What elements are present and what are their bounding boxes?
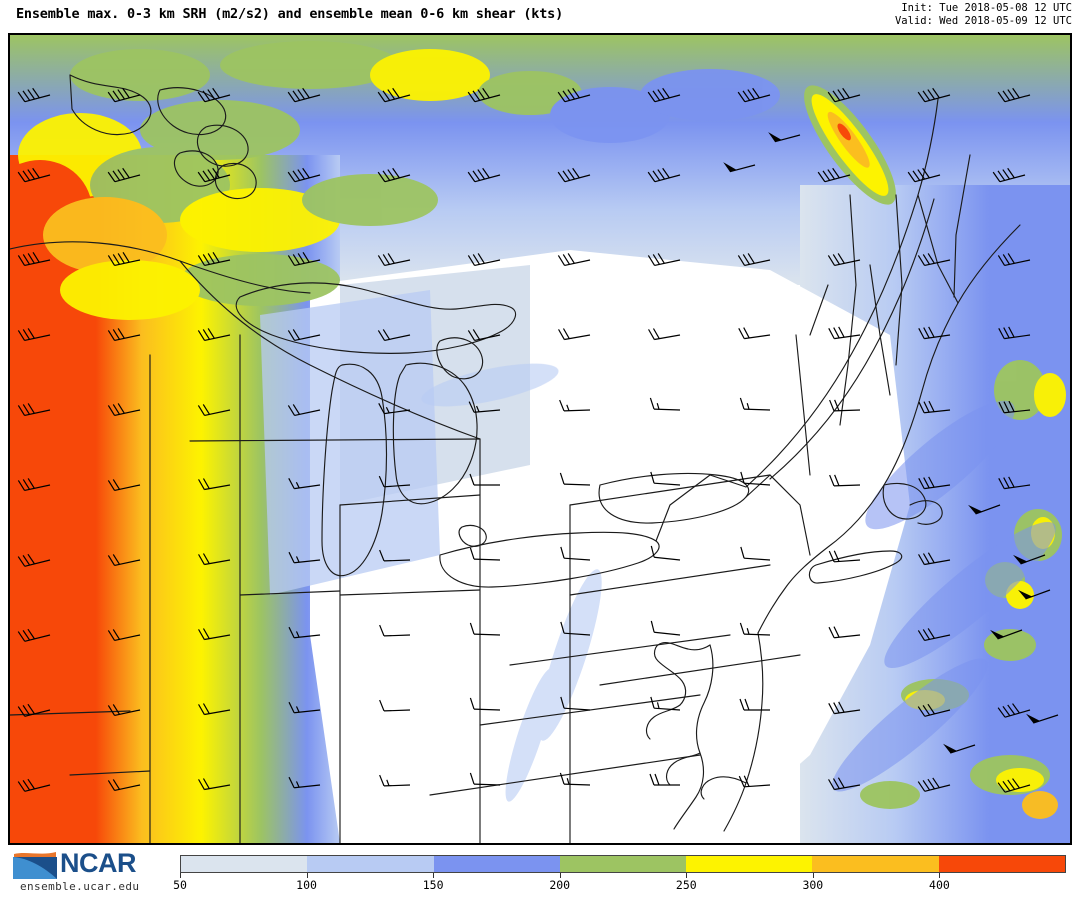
colorbar-legend[interactable]: 50 100 150 200 250 300 400 <box>173 855 1066 895</box>
init-time-label: Init: Tue 2018-05-08 12 UTC <box>901 2 1072 14</box>
colorbar-ticks: 50 100 150 200 250 300 400 <box>173 873 1066 895</box>
ncar-logo-text: NCAR <box>60 848 137 878</box>
plot-header: Ensemble max. 0-3 km SRH (m2/s2) and ens… <box>0 0 1080 32</box>
colorbar-tick-label: 100 <box>296 878 317 892</box>
ncar-url-text: ensemble.ucar.edu <box>20 880 140 893</box>
colorbar-tickmark <box>433 873 435 878</box>
page-title: Ensemble max. 0-3 km SRH (m2/s2) and ens… <box>16 6 564 22</box>
ncar-logo[interactable]: NCAR ensemble.ucar.edu <box>6 848 174 894</box>
colorbar-tick-label: 300 <box>802 878 824 892</box>
colorbar-swatch-pale-blue-grey <box>181 856 308 872</box>
colorbar-tick-label: 150 <box>422 878 444 892</box>
valid-time-label: Valid: Wed 2018-05-09 12 UTC <box>894 15 1072 27</box>
ncar-logo-mark <box>13 852 57 879</box>
colorbar-swatches <box>180 855 1066 873</box>
colorbar-tick-label: 200 <box>549 878 571 892</box>
colorbar-tickmark <box>939 873 941 878</box>
colorbar-swatch-olive-green <box>559 856 687 872</box>
colorbar-tickmark <box>686 873 688 878</box>
colorbar-swatch-light-blue <box>307 856 434 872</box>
colorbar-tickmark <box>812 873 814 878</box>
map-panel[interactable] <box>8 33 1072 845</box>
colorbar-swatch-amber <box>812 856 939 872</box>
map-canvas <box>10 35 1070 843</box>
colorbar-tickmark <box>180 873 181 878</box>
model-run-times: Init: Tue 2018-05-08 12 UTC Valid: Wed 2… <box>895 2 1072 28</box>
colorbar-tick-label: 50 <box>173 878 187 892</box>
colorbar-swatch-periwinkle-blue <box>433 856 560 872</box>
colorbar-tick-label: 250 <box>675 878 697 892</box>
colorbar-tick-label: 400 <box>929 878 950 892</box>
colorbar-swatch-red-orange <box>938 856 1065 872</box>
colorbar-swatch-yellow <box>686 856 813 872</box>
colorbar-tickmark <box>306 873 308 878</box>
colorbar-tickmark <box>559 873 561 878</box>
